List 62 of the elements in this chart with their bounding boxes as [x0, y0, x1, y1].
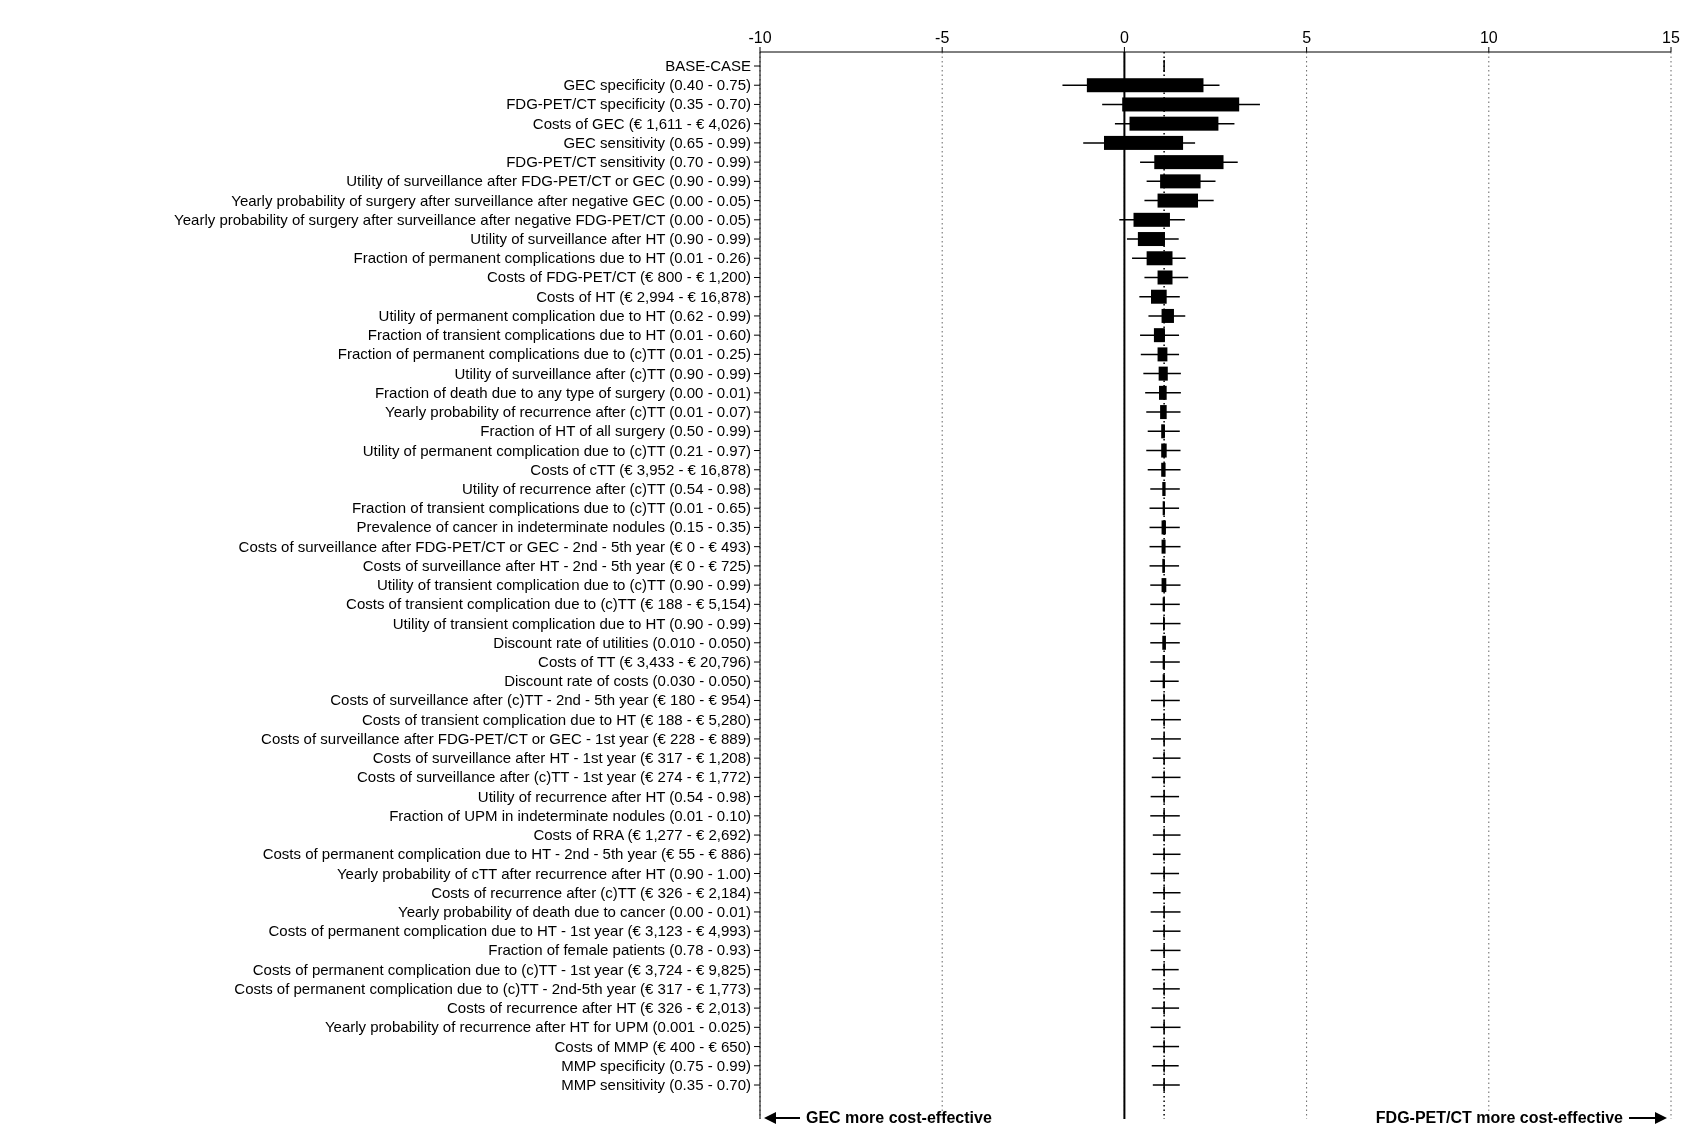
y-tick-label: Costs of GEC (€ 1,611 - € 4,026) [532, 114, 751, 132]
y-tick-label: Fraction of transient complications due to HT (0.01 - 0.60) [367, 326, 751, 344]
y-tick-label: MMP specificity (0.75 - 0.99) [561, 1056, 751, 1074]
y-tick-label: Costs of permanent complication due to HT - 1st year (€ 3,123 - € 4,993) [268, 922, 751, 940]
y-tick-label: Fraction of female patients (0.78 - 0.93) [488, 941, 751, 959]
y-tick-label: Costs of permanent complication due to (c)TT - 2nd-5th year (€ 317 - € 1,773) [234, 979, 751, 997]
y-tick-label: Discount rate of costs (0.030 - 0.050) [504, 672, 751, 690]
y-tick-label: MMP sensitivity (0.35 - 0.70) [561, 1076, 751, 1093]
y-tick-label: Costs of recurrence after HT (€ 326 - € 2,013) [446, 999, 751, 1017]
y-tick-label: Costs of surveillance after FDG-PET/CT or GEC - 2nd - 5th year (€ 0 - € 493) [238, 537, 751, 555]
y-tick-label: Costs of surveillance after HT - 2nd - 5th year (€ 0 - € 725) [362, 556, 751, 574]
y-tick-label: Yearly probability of cTT after recurrence after HT (0.90 - 1.00) [336, 864, 751, 882]
y-tick-label: FDG-PET/CT sensitivity (0.70 - 0.99) [506, 153, 751, 171]
y-tick-label: Costs of RRA (€ 1,277 - € 2,692) [533, 826, 751, 844]
text: FDG-PET/CT more cost-effective [1375, 1109, 1624, 1126]
y-tick-label: Costs of surveillance after (c)TT - 2nd - 5th year (€ 180 - € 954) [330, 691, 751, 709]
x-tick-label: 10 [1479, 29, 1498, 46]
y-tick-label: Utility of recurrence after (c)TT (0.54 - 0.98) [462, 479, 751, 497]
y-tick-label: Costs of surveillance after HT - 1st year (€ 317 - € 1,208) [372, 749, 751, 767]
x-tick-label: 0 [1119, 29, 1129, 46]
y-tick-label: Fraction of UPM in indeterminate nodules (0.01 - 0.10) [389, 806, 751, 824]
y-tick-label: Discount rate of utilities (0.010 - 0.050) [493, 633, 751, 651]
y-tick-label: Costs of transient complication due to HT (€ 188 - € 5,280) [361, 710, 751, 728]
y-tick-label: Costs of recurrence after (c)TT (€ 326 - € 2,184) [431, 883, 751, 901]
y-tick-label: Costs of surveillance after FDG-PET/CT or GEC - 1st year (€ 228 - € 889) [261, 729, 751, 747]
y-tick-label: Utility of surveillance after (c)TT (0.90 - 0.99) [454, 364, 751, 382]
y-tick-label: Utility of permanent complication due to HT (0.62 - 0.99) [378, 306, 751, 324]
y-tick-label: Costs of permanent complication due to HT - 2nd - 5th year (€ 55 - € 886) [262, 845, 751, 863]
text: GEC more cost-effective [806, 1109, 992, 1126]
y-tick-label: Yearly probability of surgery after surveillance after negative GEC (0.00 - 0.05) [231, 191, 751, 209]
y-tick-label: Costs of permanent complication due to (c)TT - 1st year (€ 3,724 - € 9,825) [252, 960, 751, 978]
x-tick-label: 5 [1302, 29, 1312, 46]
y-tick-label: Costs of FDG-PET/CT (€ 800 - € 1,200) [487, 268, 751, 286]
y-tick-label: GEC sensitivity (0.65 - 0.99) [563, 133, 751, 151]
y-tick-label: Utility of permanent complication due to (c)TT (0.21 - 0.97) [362, 441, 751, 459]
y-tick-label: Utility of transient complication due to HT (0.90 - 0.99) [392, 614, 751, 632]
y-tick-label: Costs of HT (€ 2,994 - € 16,878) [536, 287, 751, 305]
x-tick-label: 15 [1662, 29, 1680, 46]
y-tick-label: Utility of surveillance after HT (0.90 - 0.99) [470, 230, 751, 248]
x-tick-label: -5 [935, 29, 950, 46]
y-tick-label: Costs of transient complication due to (c)TT (€ 188 - € 5,154) [346, 595, 751, 613]
y-tick-label: Fraction of death due to any type of surgery (0.00 - 0.01) [374, 383, 751, 401]
y-tick-label: Costs of TT (€ 3,433 - € 20,796) [538, 653, 751, 671]
y-tick-label: FDG-PET/CT specificity (0.35 - 0.70) [506, 95, 751, 113]
y-tick-label: BASE-CASE [665, 57, 751, 74]
y-tick-label: Utility of transient complication due to (c)TT (0.90 - 0.99) [376, 576, 751, 594]
y-tick-label: Yearly probability of recurrence after HT for UPM (0.001 - 0.025) [324, 1018, 751, 1036]
y-tick-label: Fraction of HT of all surgery (0.50 - 0.99) [480, 422, 751, 440]
y-tick-label: Utility of surveillance after FDG-PET/CT or GEC (0.90 - 0.99) [346, 172, 751, 190]
y-tick-label: Fraction of permanent complications due to HT (0.01 - 0.26) [353, 249, 751, 267]
y-tick-label: Yearly probability of death due to cancer (0.00 - 0.01) [398, 902, 751, 920]
y-tick-label: Prevalence of cancer in indeterminate nodules (0.15 - 0.35) [356, 518, 751, 536]
y-tick-label: Yearly probability of recurrence after (c)TT (0.01 - 0.07) [385, 403, 751, 421]
y-tick-label: Yearly probability of surgery after surveillance after negative FDG-PET/CT (0.00 - 0.05) [174, 210, 751, 228]
y-tick-label: Costs of surveillance after (c)TT - 1st year (€ 274 - € 1,772) [356, 768, 751, 786]
y-tick-label: Fraction of permanent complications due to (c)TT (0.01 - 0.25) [337, 345, 751, 363]
y-tick-label: Costs of MMP (€ 400 - € 650) [554, 1037, 751, 1055]
y-tick-label: Costs of cTT (€ 3,952 - € 16,878) [530, 460, 751, 478]
y-tick-label: Fraction of transient complications due to (c)TT (0.01 - 0.65) [351, 499, 751, 517]
y-tick-label: Utility of recurrence after HT (0.54 - 0.98) [477, 787, 751, 805]
x-tick-label: -10 [748, 29, 772, 46]
y-tick-label: GEC specificity (0.40 - 0.75) [563, 76, 751, 94]
